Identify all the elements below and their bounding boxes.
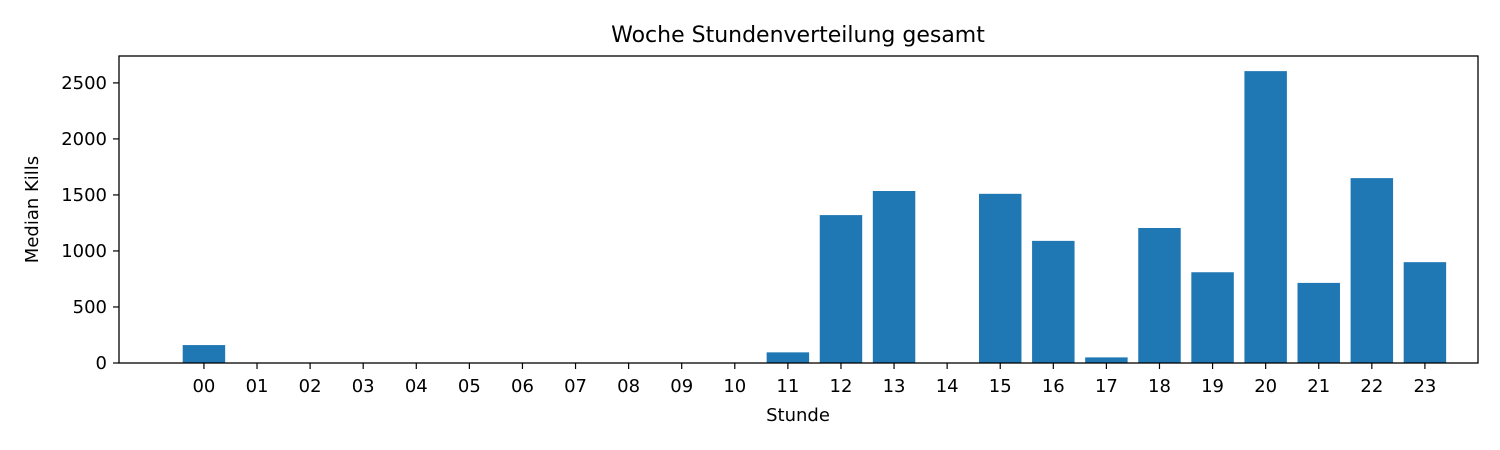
bar-20	[1244, 71, 1287, 363]
x-tick-label: 15	[989, 376, 1012, 397]
x-tick-label: 23	[1413, 376, 1436, 397]
x-tick-label: 21	[1307, 376, 1330, 397]
bar-17	[1085, 357, 1128, 363]
bar-16	[1032, 240, 1075, 363]
bar-22	[1350, 178, 1394, 363]
x-tick-label: 03	[352, 376, 375, 397]
x-tick-label: 09	[670, 376, 693, 397]
x-tick-label: 12	[830, 376, 853, 397]
x-tick-label: 06	[511, 376, 534, 397]
x-tick-label: 05	[458, 376, 481, 397]
chart-title: Woche Stundenverteilung gesamt	[611, 23, 985, 48]
x-tick-label: 17	[1095, 376, 1118, 397]
y-tick-label: 2500	[61, 73, 107, 94]
x-tick-label: 20	[1254, 376, 1277, 397]
bars-group	[182, 71, 1447, 363]
bar-23	[1403, 262, 1447, 363]
y-tick-label: 1500	[61, 185, 107, 206]
x-tick-label: 11	[776, 376, 799, 397]
plot-frame	[118, 55, 1479, 364]
y-tick-label: 500	[73, 297, 107, 318]
x-tick-label: 04	[405, 376, 428, 397]
x-tick-label: 02	[299, 376, 322, 397]
x-tick-label: 19	[1201, 376, 1224, 397]
x-axis-label: Stunde	[766, 405, 830, 426]
bar-13	[872, 191, 916, 363]
bar-18	[1138, 227, 1181, 363]
x-tick-label: 00	[192, 376, 215, 397]
x-tick-label: 22	[1360, 376, 1383, 397]
x-tick-label: 16	[1042, 376, 1065, 397]
y-axis-ticks: 0 500 1000 1500 2000 2500	[61, 73, 119, 374]
x-axis-ticks: 00 01 02 03 04 05 06 07 08 09 10 11 12 13 14 15 16 17 18 19…	[192, 363, 1436, 397]
y-tick-label: 0	[96, 353, 107, 374]
x-tick-label: 10	[723, 376, 746, 397]
bar-11	[766, 352, 810, 363]
x-tick-label: 01	[246, 376, 269, 397]
x-tick-label: 13	[883, 376, 906, 397]
bar-12	[819, 215, 863, 363]
bar-21	[1297, 282, 1340, 363]
y-axis-label: Median Kills	[22, 156, 43, 263]
x-tick-label: 14	[936, 376, 959, 397]
x-tick-label: 08	[617, 376, 640, 397]
x-tick-label: 18	[1148, 376, 1171, 397]
bar-15	[978, 193, 1022, 363]
x-tick-label: 07	[564, 376, 587, 397]
y-tick-label: 1000	[61, 241, 107, 262]
bar-00	[182, 345, 226, 363]
bar-19	[1191, 272, 1234, 363]
y-tick-label: 2000	[61, 129, 107, 150]
